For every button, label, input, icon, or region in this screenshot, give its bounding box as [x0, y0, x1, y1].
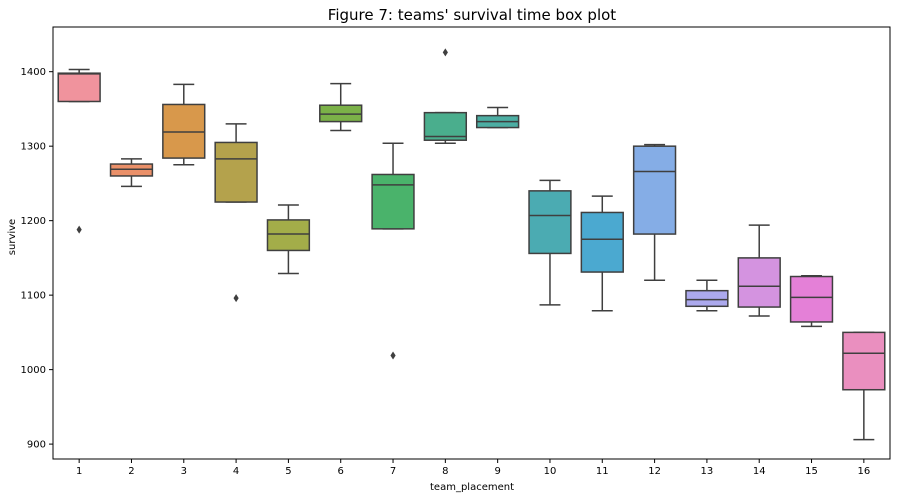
box-team-5 — [266, 204, 311, 275]
y-tick-label: 1000 — [21, 365, 46, 376]
plot-area-frame — [52, 26, 891, 460]
box-team-1 — [57, 68, 101, 234]
box-team-16 — [842, 331, 886, 441]
box-team-8 — [423, 48, 468, 144]
x-tick-label: 14 — [753, 466, 766, 477]
y-tick-label: 1100 — [21, 291, 46, 302]
box-team-10 — [528, 179, 572, 306]
x-tick-label: 7 — [390, 466, 396, 477]
iqr-box — [580, 211, 624, 273]
box-team-15 — [789, 275, 834, 328]
box-series — [57, 48, 886, 441]
x-tick-label: 6 — [338, 466, 344, 477]
x-tick-label: 3 — [181, 466, 187, 477]
x-axis-label: team_placement — [430, 482, 514, 493]
x-tick-label: 9 — [494, 466, 500, 477]
x-axis: 1 2 3 4 5 6 7 8 9 10 11 12 13 14 15 16 — [76, 459, 870, 477]
y-tick-label: 1300 — [21, 142, 46, 153]
box-team-7 — [371, 142, 415, 360]
y-tick-label: 1400 — [21, 67, 46, 78]
x-tick-label: 15 — [805, 466, 818, 477]
x-tick-label: 2 — [128, 466, 134, 477]
x-tick-label: 4 — [233, 466, 239, 477]
x-tick-label: 13 — [701, 466, 714, 477]
iqr-box — [632, 145, 677, 235]
iqr-box — [737, 257, 781, 308]
box-team-12 — [632, 143, 677, 281]
iqr-box — [423, 111, 468, 141]
outlier-point — [390, 351, 396, 360]
iqr-box — [842, 331, 886, 391]
outlier-point — [76, 225, 82, 234]
y-axis: 900 1000 1100 1200 1300 1400 — [21, 67, 53, 451]
outlier-point — [442, 48, 448, 57]
x-tick-label: 10 — [544, 466, 557, 477]
iqr-box — [528, 190, 572, 255]
box-team-2 — [109, 158, 154, 188]
x-tick-label: 12 — [648, 466, 661, 477]
x-tick-label: 1 — [76, 466, 82, 477]
iqr-box — [57, 72, 101, 103]
iqr-box — [789, 275, 834, 323]
y-tick-label: 900 — [27, 440, 46, 451]
x-tick-label: 8 — [442, 466, 448, 477]
box-team-14 — [737, 224, 781, 317]
box-team-11 — [580, 195, 624, 312]
iqr-box — [214, 141, 258, 203]
y-axis-label: survive — [7, 219, 18, 255]
box-team-4 — [214, 123, 258, 303]
x-tick-label: 5 — [285, 466, 291, 477]
x-tick-label: 16 — [857, 466, 870, 477]
outlier-point — [233, 294, 239, 303]
box-team-13 — [685, 279, 729, 312]
iqr-box — [685, 289, 729, 308]
box-team-6 — [319, 82, 363, 132]
x-tick-label: 11 — [596, 466, 609, 477]
box-team-9 — [475, 106, 520, 129]
chart-title: Figure 7: teams' survival time box plot — [328, 6, 616, 24]
box-team-3 — [162, 83, 206, 166]
iqr-box — [266, 219, 311, 252]
y-tick-label: 1200 — [21, 216, 46, 227]
iqr-box — [371, 173, 415, 230]
